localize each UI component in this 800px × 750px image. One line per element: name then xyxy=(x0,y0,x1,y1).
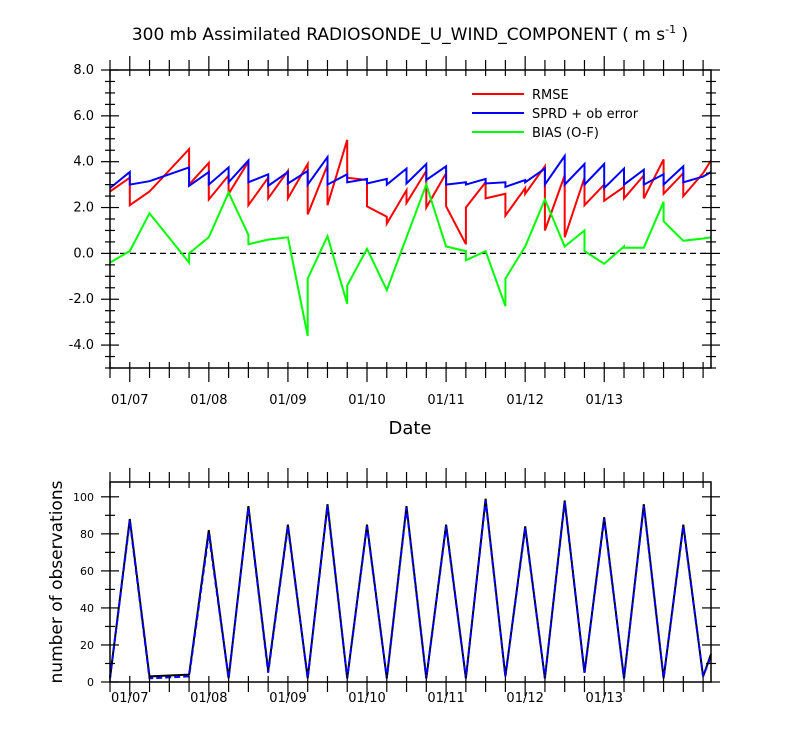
y-tick-label: 2.0 xyxy=(73,201,94,216)
x-tick-label: 01/07 xyxy=(111,393,148,408)
y-axis-label-bottom: number of observations xyxy=(47,480,67,683)
x-tick-label: 01/11 xyxy=(427,393,464,408)
x-tick-label: 01/10 xyxy=(348,393,385,408)
x-tick-label: 01/09 xyxy=(269,691,306,706)
y-tick-label: 80 xyxy=(80,528,94,541)
y-tick-label: 4.0 xyxy=(73,155,94,170)
x-tick-label: 01/08 xyxy=(190,691,227,706)
y-tick-label: -2.0 xyxy=(69,292,94,307)
series-line-bias-o-f xyxy=(109,181,712,337)
y-tick-label: 8.0 xyxy=(73,63,94,78)
x-tick-label: 01/13 xyxy=(586,393,623,408)
bias-rmse-chart: 300 mb Assimilated RADIOSONDE_U_WIND_COM… xyxy=(69,23,720,439)
series-line-sprd-ob-error xyxy=(109,152,712,191)
x-tick-label: 01/13 xyxy=(586,691,623,706)
legend-label: BIAS (O-F) xyxy=(532,126,599,141)
x-tick-label: 01/12 xyxy=(506,393,543,408)
x-tick-label: 01/12 xyxy=(506,691,543,706)
legend-label: RMSE xyxy=(532,88,569,103)
legend-label: SPRD + ob error xyxy=(532,107,639,122)
x-tick-label: 01/11 xyxy=(427,691,464,706)
x-tick-label: 01/08 xyxy=(190,393,227,408)
y-tick-label: -4.0 xyxy=(69,338,94,353)
y-tick-label: 40 xyxy=(80,602,94,615)
y-tick-label: 20 xyxy=(80,639,94,652)
y-tick-label: 0.0 xyxy=(73,246,94,261)
x-tick-label: 01/09 xyxy=(269,393,306,408)
plot-frame-bottom xyxy=(109,481,712,683)
y-tick-label: 6.0 xyxy=(73,109,94,124)
x-tick-label: 01/10 xyxy=(348,691,385,706)
series-line-assimilated xyxy=(109,500,712,680)
y-tick-label: 60 xyxy=(80,565,94,578)
plot-frame xyxy=(109,69,712,369)
chart-title-superscript: -1 xyxy=(665,23,676,36)
x-axis-label: Date xyxy=(388,418,431,439)
chart-title-main: 300 mb Assimilated RADIOSONDE_U_WIND_COM… xyxy=(132,25,665,45)
y-tick-label: 100 xyxy=(73,491,94,504)
chart-title-close: ) xyxy=(676,25,688,45)
y-tick-label: 0 xyxy=(87,676,94,689)
series-line-rmse xyxy=(109,139,712,245)
x-tick-label: 01/07 xyxy=(111,691,148,706)
legend: RMSE SPRD + ob error BIAS (O-F) xyxy=(472,88,639,141)
chart-title: 300 mb Assimilated RADIOSONDE_U_WIND_COM… xyxy=(132,23,688,45)
observations-chart: 0 20 40 60 80 100 01/07 01/08 01/09 01/10 01/11 01/… xyxy=(47,468,720,706)
